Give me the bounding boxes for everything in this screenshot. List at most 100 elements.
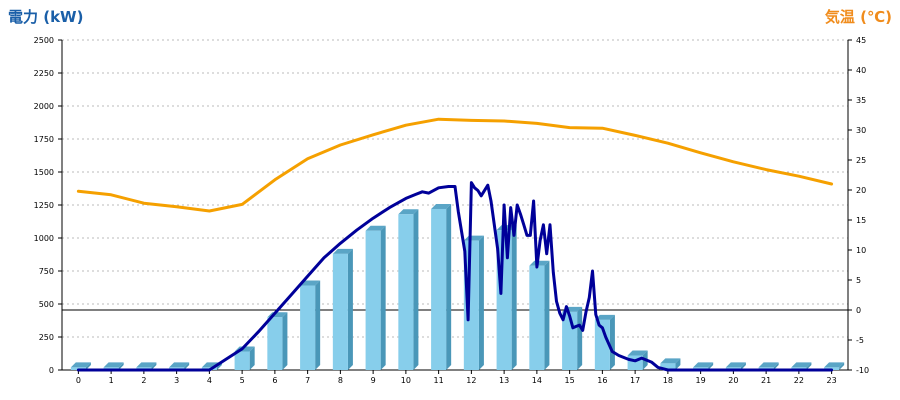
x-tick-label: 19 xyxy=(696,376,706,385)
bar-side xyxy=(544,260,550,370)
left-tick-label: 2500 xyxy=(34,36,54,45)
bar-side xyxy=(773,362,779,370)
bar-side xyxy=(609,314,615,370)
bar-top xyxy=(300,280,321,286)
bar-side xyxy=(577,306,583,370)
right-tick-label: 0 xyxy=(856,306,861,315)
bar-side xyxy=(806,362,812,370)
bar xyxy=(234,351,250,370)
bar-top xyxy=(70,362,91,368)
bar xyxy=(365,230,381,370)
left-tick-label: 500 xyxy=(39,300,54,309)
x-tick-label: 4 xyxy=(207,376,212,385)
x-tick-label: 9 xyxy=(371,376,376,385)
right-tick-label: -5 xyxy=(856,336,864,345)
x-tick-label: 23 xyxy=(827,376,837,385)
bar-side xyxy=(151,362,157,370)
right-tick-label: 20 xyxy=(856,186,866,195)
right-tick-label: 40 xyxy=(856,66,866,75)
right-tick-label: -10 xyxy=(856,366,869,375)
bar-side xyxy=(675,358,681,370)
x-tick-label: 7 xyxy=(305,376,310,385)
left-tick-label: 1750 xyxy=(34,135,54,144)
bar-side xyxy=(184,362,190,370)
bar-side xyxy=(740,362,746,370)
left-tick-label: 0 xyxy=(49,366,54,375)
bar-side xyxy=(315,280,321,370)
x-tick-label: 18 xyxy=(663,376,673,385)
x-tick-label: 5 xyxy=(240,376,245,385)
bar-top xyxy=(725,362,746,368)
right-tick-label: 5 xyxy=(856,276,861,285)
bar-side xyxy=(249,346,255,370)
x-tick-label: 2 xyxy=(141,376,146,385)
label-layer: 電力 (kW) 気温 (℃) xyxy=(8,8,892,26)
bar xyxy=(660,363,676,370)
x-tick-label: 11 xyxy=(434,376,444,385)
x-tick-label: 21 xyxy=(761,376,771,385)
x-tick-label: 6 xyxy=(272,376,277,385)
bar-top xyxy=(398,209,419,215)
x-tick-label: 13 xyxy=(499,376,509,385)
bar xyxy=(300,285,316,370)
right-axis-title: 気温 (℃) xyxy=(825,8,892,26)
x-tick-label: 8 xyxy=(338,376,343,385)
bar-side xyxy=(118,362,124,370)
bar-side xyxy=(85,362,91,370)
right-tick-label: 15 xyxy=(856,216,866,225)
left-tick-label: 1500 xyxy=(34,168,54,177)
bar-top xyxy=(660,358,681,364)
bar-top xyxy=(332,248,353,254)
bar-side xyxy=(282,312,288,370)
bar-side xyxy=(347,248,353,370)
x-tick-label: 3 xyxy=(174,376,179,385)
bar-top xyxy=(693,362,714,368)
bar xyxy=(463,240,479,370)
right-tick-label: 25 xyxy=(856,156,866,165)
temperature-line xyxy=(76,117,834,213)
bar-side xyxy=(478,235,484,370)
bar-top xyxy=(529,260,550,266)
bar xyxy=(529,265,545,370)
x-tick-label: 22 xyxy=(794,376,804,385)
x-tick-label: 10 xyxy=(401,376,411,385)
bar xyxy=(496,230,512,370)
left-tick-label: 2000 xyxy=(34,102,54,111)
bar-top xyxy=(824,362,845,368)
x-tick-label: 0 xyxy=(76,376,81,385)
bar-top xyxy=(136,362,157,368)
axis-layer: 02505007501000125015001750200022502500-1… xyxy=(34,36,869,385)
left-tick-label: 1000 xyxy=(34,234,54,243)
bar-side xyxy=(839,362,845,370)
x-tick-label: 1 xyxy=(109,376,114,385)
x-tick-label: 14 xyxy=(532,376,542,385)
left-tick-label: 250 xyxy=(39,333,54,342)
bar xyxy=(332,253,348,370)
bar-side xyxy=(708,362,714,370)
bar-top xyxy=(627,350,648,356)
bar-side xyxy=(380,225,386,370)
left-tick-label: 750 xyxy=(39,267,54,276)
right-tick-label: 35 xyxy=(856,96,866,105)
x-tick-label: 12 xyxy=(466,376,476,385)
bar xyxy=(267,317,283,370)
bar-top xyxy=(103,362,124,368)
right-tick-label: 30 xyxy=(856,126,866,135)
bar-top xyxy=(758,362,779,368)
power-line xyxy=(76,181,834,372)
bar-top xyxy=(169,362,190,368)
bar-top xyxy=(431,203,452,209)
bar xyxy=(431,208,447,370)
bar-side xyxy=(413,209,419,370)
bar-side xyxy=(446,203,452,370)
left-axis-title: 電力 (kW) xyxy=(8,8,83,26)
bar-top xyxy=(594,314,615,320)
right-tick-label: 10 xyxy=(856,246,866,255)
bar-top xyxy=(791,362,812,368)
right-tick-label: 45 xyxy=(856,36,866,45)
x-tick-label: 16 xyxy=(597,376,607,385)
x-tick-label: 17 xyxy=(630,376,640,385)
bar-series-layer xyxy=(70,203,845,370)
